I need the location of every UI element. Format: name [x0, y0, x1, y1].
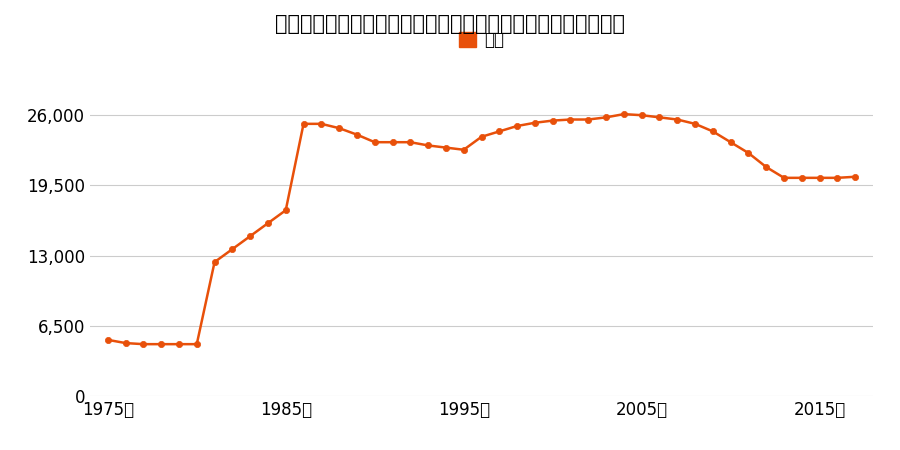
Legend: 価格: 価格: [453, 24, 510, 55]
Text: 北海道河東郡音更町字下音更北８線東１４番１１５の地価推移: 北海道河東郡音更町字下音更北８線東１４番１１５の地価推移: [275, 14, 625, 33]
